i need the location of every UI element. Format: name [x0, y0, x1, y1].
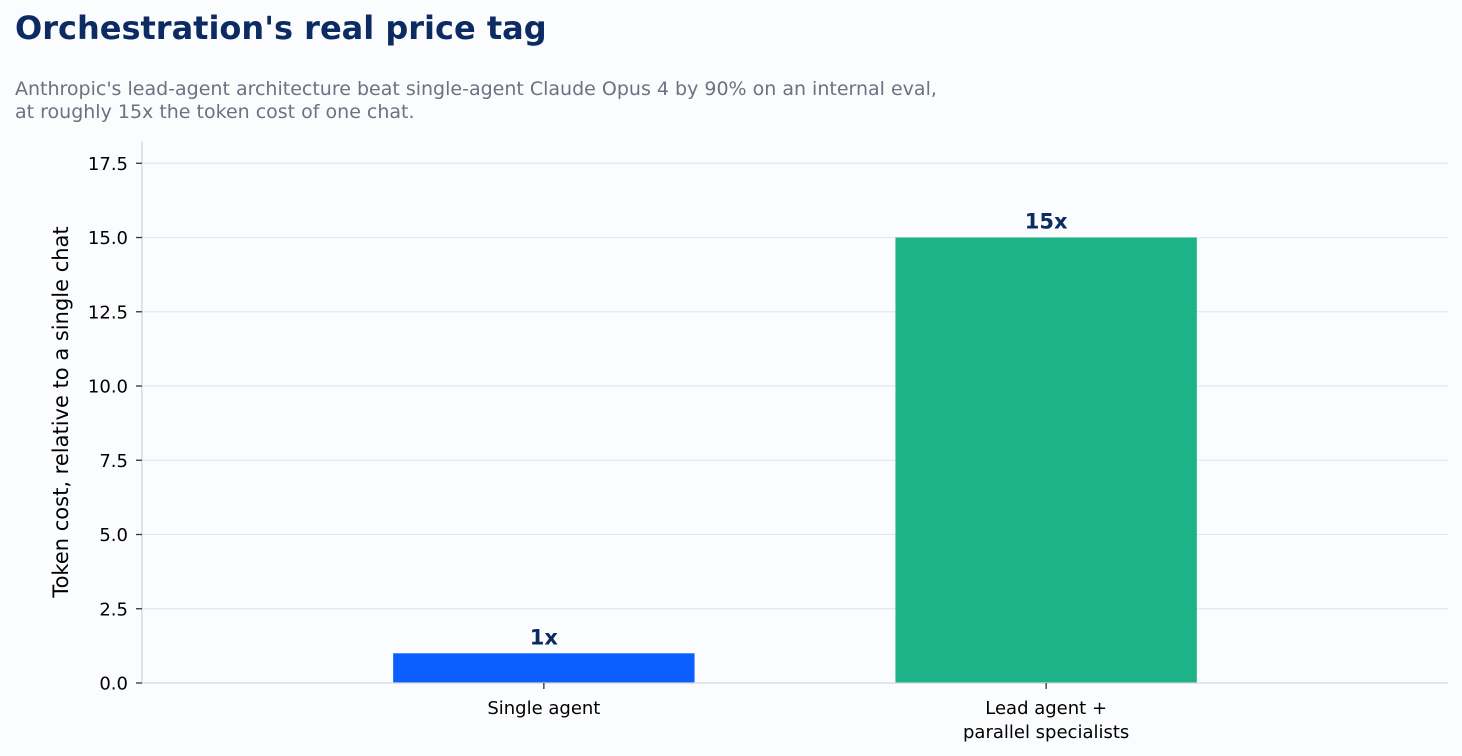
chart-title: Orchestration's real price tag: [15, 9, 547, 47]
bar-1: [895, 237, 1197, 683]
x-tick-label-1-line-1: parallel specialists: [963, 722, 1129, 743]
y-tick-label-1: 2.5: [99, 599, 128, 620]
data-label-1: 15x: [1025, 210, 1068, 234]
x-tick-label-0-line-0: Single agent: [487, 698, 600, 719]
chart-subtitle-line-1: Anthropic's lead-agent architecture beat…: [15, 78, 937, 100]
y-tick-label-6: 15.0: [88, 228, 128, 249]
y-axis-title: Token cost, relative to a single chat: [49, 226, 73, 598]
data-label-0: 1x: [530, 625, 559, 649]
y-tick-label-5: 12.5: [88, 302, 128, 323]
gridlines: [142, 162, 1448, 610]
x-tick-label-0: Single agent: [487, 698, 600, 719]
bars: [393, 237, 1197, 683]
x-tick-label-1: Lead agent + parallel specialists: [963, 698, 1129, 743]
x-tick-label-1-line-0: Lead agent +: [985, 698, 1107, 719]
chart-subtitle-line-2: at roughly 15x the token cost of one cha…: [15, 101, 415, 123]
axes: 0.0 2.5 5.0 7.5 10.0 12.5 15.0 17.5 Single agent…: [88, 141, 1448, 743]
y-tick-label-3: 7.5: [99, 451, 128, 472]
chart-subtitle: Anthropic's lead-agent architecture beat…: [15, 78, 937, 124]
y-tick-label-2: 5.0: [99, 525, 128, 546]
data-labels: 1x 15x: [530, 210, 1068, 650]
y-tick-label-0: 0.0: [99, 674, 128, 695]
y-tick-label-7: 17.5: [88, 154, 128, 175]
bar-0: [393, 653, 695, 683]
y-tick-label-4: 10.0: [88, 377, 128, 398]
